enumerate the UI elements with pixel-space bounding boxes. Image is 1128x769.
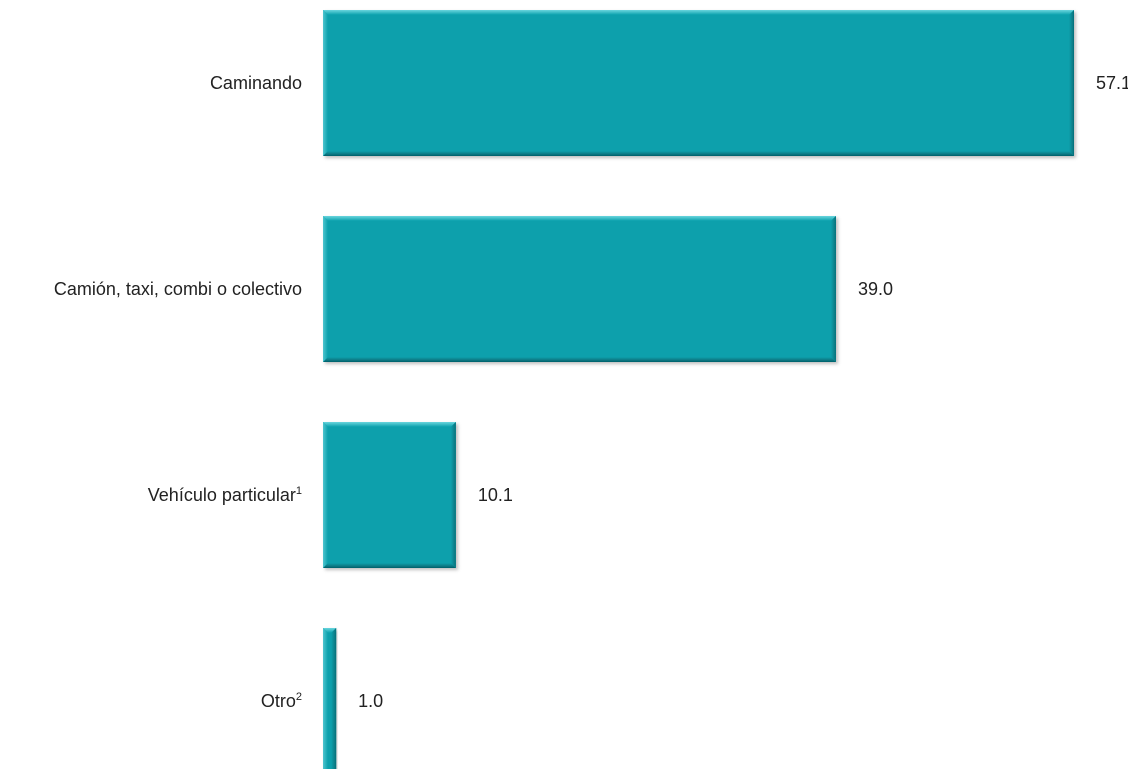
bar [323,10,1074,156]
value-label: 39.0 [858,279,893,299]
category-label: Caminando [210,73,302,93]
bar [323,216,836,362]
category-label: Vehículo particular1 [148,485,302,505]
value-label: 10.1 [478,485,513,505]
value-labels: 57.1 39.0 10.1 1.0 [358,73,1128,711]
bars-group [323,10,1074,769]
category-labels: Caminando Camión, taxi, combi o colectivo… [54,73,302,711]
value-label: 1.0 [358,691,383,711]
category-label: Camión, taxi, combi o colectivo [54,279,302,299]
category-label: Otro2 [261,691,302,711]
bar [323,628,337,769]
bar [323,422,456,568]
value-label: 57.1 [1096,73,1128,93]
